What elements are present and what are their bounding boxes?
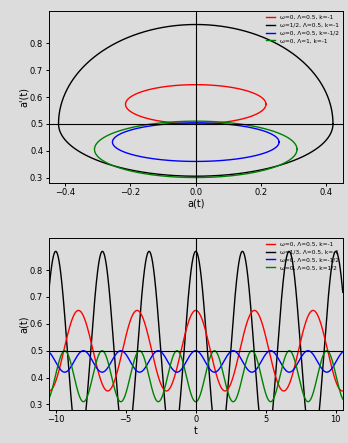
Legend: ω=0, Λ=0.5, k=-1, ω=1/3, Λ=0.5, k=-1, ω=0, Λ=0.5, k=-1/2, ω=0, Λ=0.5, k=1/2: ω=0, Λ=0.5, k=-1, ω=1/3, Λ=0.5, k=-1, ω=… <box>265 241 340 272</box>
X-axis label: a(t): a(t) <box>187 199 205 209</box>
X-axis label: t: t <box>194 426 198 436</box>
Y-axis label: a'(t): a'(t) <box>18 87 29 107</box>
Legend: ω=0, Λ=0.5, k=-1, ω=1/2, Λ=0.5, k=-1, ω=0, Λ=0.5, k=-1/2, ω=0, Λ=1, k=-1: ω=0, Λ=0.5, k=-1, ω=1/2, Λ=0.5, k=-1, ω=… <box>265 14 340 45</box>
Y-axis label: a(t): a(t) <box>18 315 29 333</box>
